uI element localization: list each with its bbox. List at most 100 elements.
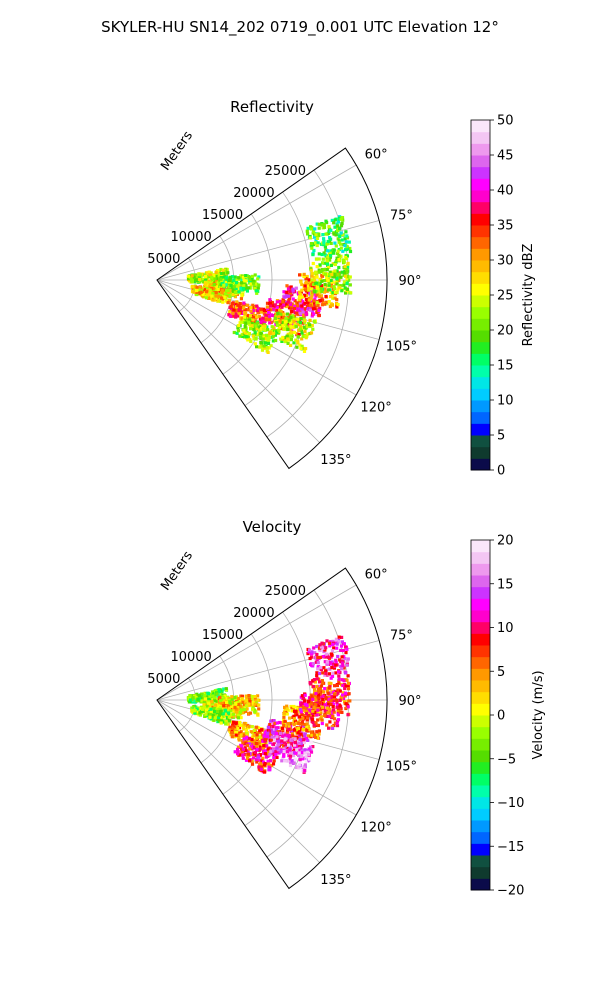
colorbar-tick-label: 35 <box>497 219 514 234</box>
radial-tick-label: 25000 <box>265 584 306 599</box>
echo-pixel <box>265 325 269 329</box>
echo-pixel <box>263 341 268 345</box>
echo-pixel <box>281 729 285 733</box>
echo-pixel <box>315 257 319 261</box>
echo-pixel <box>209 283 213 287</box>
echo-pixel <box>339 664 343 668</box>
echo-pixel <box>233 295 237 299</box>
echo-pixel <box>269 750 273 754</box>
echo-pixel <box>333 290 337 294</box>
echo-pixel <box>204 712 208 716</box>
echo-pixel <box>341 249 345 253</box>
echo-pixel <box>242 306 246 310</box>
echo-pixel <box>286 337 290 341</box>
angle-tick-label: 105° <box>386 340 417 355</box>
echo-pixel <box>332 698 336 702</box>
echo-pixel <box>253 284 257 288</box>
echo-pixel <box>308 323 312 327</box>
echo-pixel <box>212 718 216 722</box>
echo-pixel <box>239 286 243 290</box>
echo-pixel <box>335 222 339 226</box>
echo-pixel <box>214 274 218 278</box>
echo-pixel <box>250 324 254 328</box>
echo-pixel <box>315 671 319 675</box>
echo-pixel <box>222 687 226 691</box>
echo-pixel <box>223 280 228 285</box>
echo-pixel <box>323 272 327 276</box>
echo-pixel <box>204 296 209 300</box>
echo-pixel <box>251 281 256 285</box>
echo-pixel <box>346 275 350 279</box>
echo-pixel <box>319 655 323 659</box>
echo-pixel <box>235 705 240 709</box>
echo-pixel <box>277 330 281 334</box>
echo-pixel <box>195 275 199 279</box>
echo-pixel <box>292 714 296 718</box>
echo-pixel <box>340 695 344 699</box>
echo-pixel <box>308 308 312 312</box>
echo-pixel <box>311 261 315 266</box>
echo-pixel <box>234 280 239 285</box>
echo-pixel <box>290 709 294 713</box>
echo-pixel <box>312 678 316 682</box>
echo-pixel <box>314 656 318 660</box>
echo-pixel <box>241 756 245 760</box>
echo-pixel <box>310 711 315 715</box>
echo-pixel <box>306 282 310 286</box>
echo-pixel <box>296 301 300 305</box>
echo-pixel <box>307 278 311 282</box>
echo-pixel <box>347 240 351 244</box>
echo-pixel <box>346 657 350 661</box>
echo-pixel <box>306 300 310 304</box>
echo-pixel <box>297 751 301 755</box>
echo-pixel <box>264 737 268 741</box>
colorbar-swatch <box>471 388 490 401</box>
angle-tick-label: 135° <box>320 453 351 468</box>
echo-pixel <box>299 293 303 297</box>
echo-pixel <box>199 290 203 294</box>
echo-pixel <box>323 245 327 249</box>
echo-pixel <box>328 270 332 274</box>
echo-pixel <box>263 319 267 324</box>
echo-pixel <box>242 315 247 319</box>
echo-pixel <box>318 643 322 647</box>
echo-pixel <box>333 225 337 229</box>
echo-pixel <box>256 332 260 336</box>
colorbar-tick-label: −5 <box>497 752 516 767</box>
echo-pixel <box>207 698 211 702</box>
echo-pixel <box>288 754 293 758</box>
echo-pixel <box>313 710 317 715</box>
echo-pixel <box>233 275 237 279</box>
echo-pixel <box>236 726 240 730</box>
echo-pixel <box>305 724 309 728</box>
echo-pixel <box>267 311 271 315</box>
echo-pixel <box>237 734 241 738</box>
echo-pixel <box>331 639 335 643</box>
echo-pixel <box>281 300 285 304</box>
echo-pixel <box>276 740 280 744</box>
echo-pixel <box>265 301 270 305</box>
echo-pixel <box>206 692 210 696</box>
echo-pixel <box>310 650 314 654</box>
echo-pixel <box>298 327 302 331</box>
echo-pixel <box>245 744 249 748</box>
echo-pixel <box>324 695 328 699</box>
echo-pixel <box>343 700 347 704</box>
echo-pixel <box>335 683 339 688</box>
echo-pixel <box>281 721 285 725</box>
echo-pixel <box>255 345 259 349</box>
echo-pixel <box>317 671 322 676</box>
echo-pixel <box>248 751 252 756</box>
echo-pixel <box>266 338 270 342</box>
echo-pixel <box>232 712 236 716</box>
echo-pixel <box>296 726 301 731</box>
echo-pixel <box>299 703 303 707</box>
echo-pixel <box>233 695 237 699</box>
echo-pixel <box>316 718 320 722</box>
echo-pixel <box>228 310 232 314</box>
echo-pixel <box>334 233 338 237</box>
echo-pixel <box>289 742 293 746</box>
echo-pixel <box>330 273 334 277</box>
echo-pixel <box>258 328 262 332</box>
echo-pixel <box>336 224 340 228</box>
